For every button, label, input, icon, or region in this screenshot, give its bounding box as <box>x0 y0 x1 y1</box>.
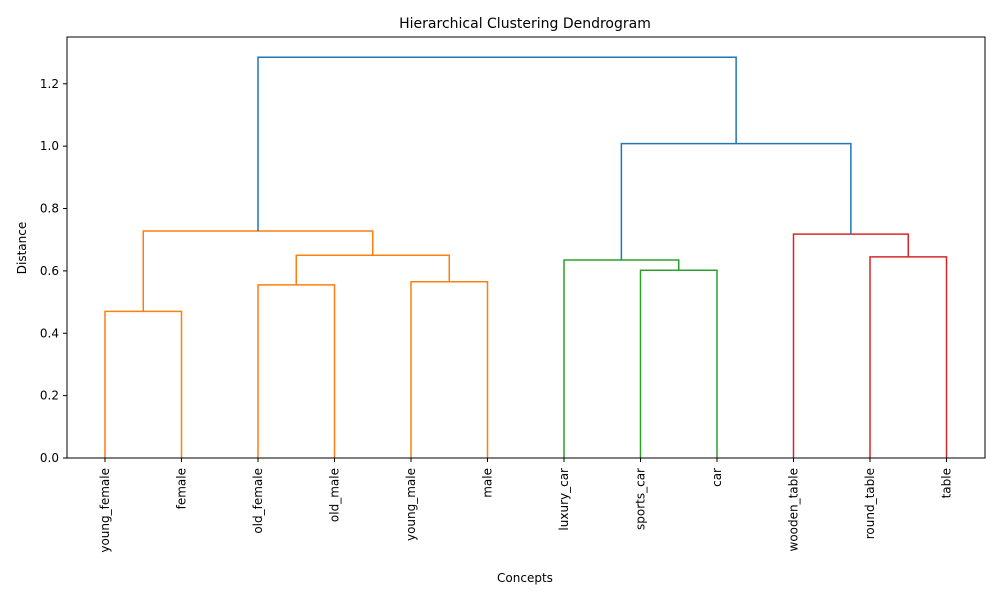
dendrogram-link-7 <box>869 256 948 458</box>
dendrogram-link-0 <box>104 310 183 458</box>
dendrogram-link-9 <box>620 142 852 260</box>
y-tick-label: 0.4 <box>40 326 59 340</box>
dendrogram-link-2 <box>410 281 489 458</box>
leaf-label-female: female <box>175 468 189 509</box>
dendrogram-link-5 <box>639 269 718 458</box>
leaf-label-young-female: young_female <box>98 468 112 553</box>
leaf-label-wooden-table: wooden_table <box>787 468 801 552</box>
leaf-label-young-male: young_male <box>404 468 418 541</box>
x-axis: young_female female old_female old_male youn… <box>98 458 954 553</box>
y-tick-label: 0.0 <box>40 451 59 465</box>
y-tick-label: 0.8 <box>40 202 59 216</box>
leaf-label-old-male: old_male <box>328 468 342 522</box>
leaf-label-car: car <box>710 468 724 487</box>
plot-frame <box>66 36 986 459</box>
chart-title: Hierarchical Clustering Dendrogram <box>399 16 651 32</box>
dendrogram-link-1 <box>257 284 336 458</box>
dendrogram-link-3 <box>295 254 450 285</box>
leaf-label-sports-car: sports_car <box>634 468 648 530</box>
leaf-label-old-female: old_female <box>251 468 265 534</box>
y-axis: 0.0 0.2 0.4 0.6 0.8 1.0 1.2 <box>40 77 67 465</box>
dendrogram-link-4 <box>142 230 374 312</box>
leaf-label-table: table <box>940 468 954 498</box>
y-tick-label: 0.2 <box>40 389 59 403</box>
dendrogram-link-8 <box>792 233 909 458</box>
y-tick-label: 1.0 <box>40 139 59 153</box>
dendrogram-link-6 <box>563 259 680 458</box>
dendrogram-links <box>104 56 948 458</box>
leaf-label-luxury-car: luxury_car <box>557 468 571 531</box>
dendrogram-link-10 <box>257 56 737 231</box>
leaf-label-male: male <box>481 468 495 498</box>
x-axis-label: Concepts <box>497 571 553 585</box>
y-tick-label: 0.6 <box>40 264 59 278</box>
leaf-label-round-table: round_table <box>863 468 877 539</box>
y-tick-label: 1.2 <box>40 77 59 91</box>
y-axis-label: Distance <box>15 222 29 274</box>
